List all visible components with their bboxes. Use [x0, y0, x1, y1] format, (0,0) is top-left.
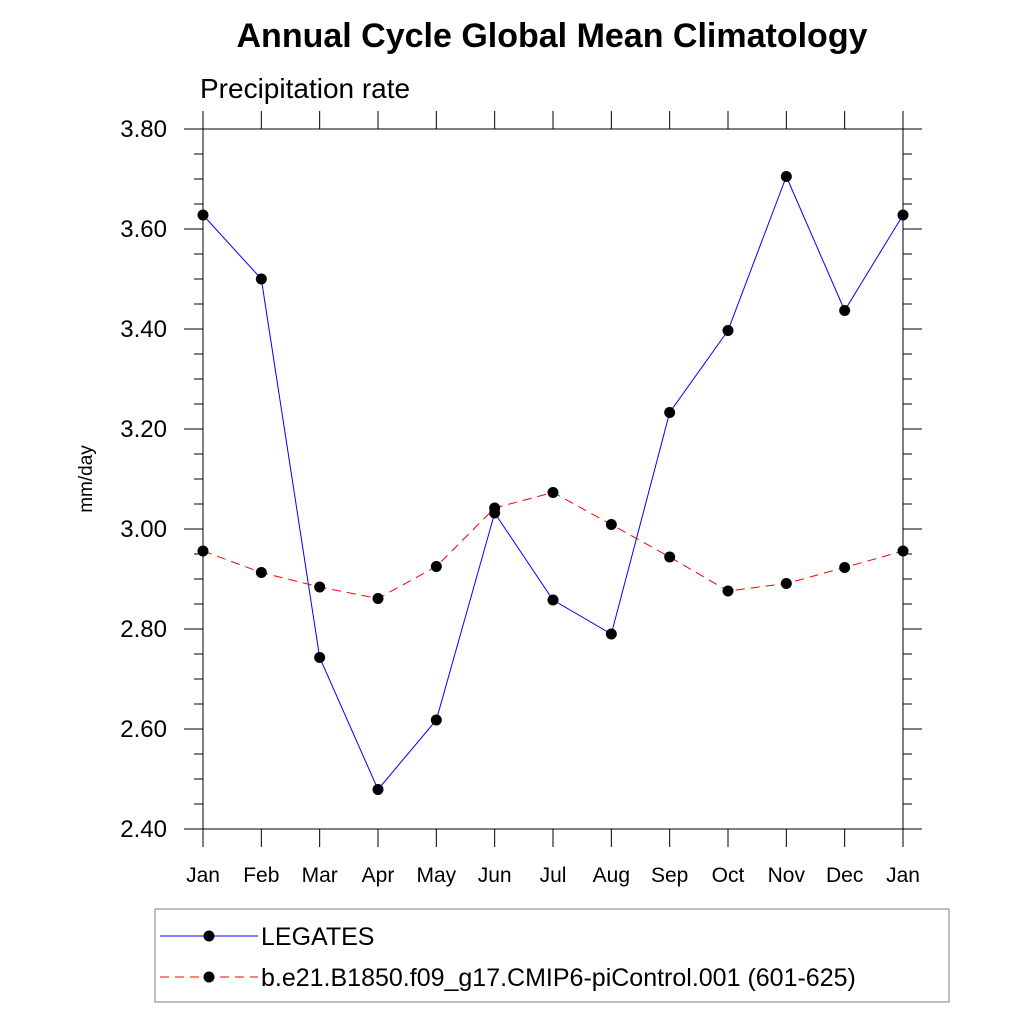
x-tick-label: Jun — [478, 864, 512, 887]
data-point — [255, 567, 267, 578]
data-point — [197, 209, 209, 221]
x-tick-label: May — [416, 864, 456, 887]
data-point — [605, 519, 617, 530]
y-tick-label: 3.80 — [120, 116, 167, 143]
data-point — [547, 594, 559, 606]
x-tick-label: Sep — [651, 864, 688, 887]
data-point — [897, 545, 909, 557]
data-point — [664, 551, 676, 563]
plot-frame — [202, 128, 904, 830]
plot-frame-border — [202, 128, 904, 830]
data-point — [314, 581, 326, 593]
data-point — [255, 273, 267, 285]
data-point — [197, 545, 209, 557]
data-point — [780, 578, 792, 589]
series-legates — [197, 171, 909, 795]
y-tick-label: 2.80 — [120, 616, 167, 643]
data-point — [722, 325, 734, 336]
legend-item: b.e21.B1850.f09_g17.CMIP6-piControl.001 … — [160, 964, 856, 992]
series-layer — [197, 171, 909, 795]
data-point — [897, 209, 909, 221]
x-tick-label: Dec — [826, 864, 863, 887]
x-tick-label: Apr — [362, 864, 395, 887]
series-line — [202, 175, 904, 791]
y-tick-label: 2.60 — [120, 716, 167, 743]
legend-box — [154, 908, 950, 1003]
legend-marker — [203, 930, 215, 942]
y-axis-label: mm/day — [76, 445, 97, 513]
data-point — [780, 171, 792, 182]
data-point — [430, 561, 442, 572]
x-tick-label: Jan — [886, 864, 920, 887]
data-point — [372, 784, 384, 795]
chart-title: Annual Cycle Global Mean Climatology — [237, 17, 868, 55]
data-point — [839, 305, 851, 316]
y-tick-label: 3.60 — [120, 216, 167, 243]
x-tick-label: Jul — [540, 864, 567, 887]
x-axis-ticks: Jan Feb Mar Apr May Jun Jul Aug Sep Oct Nov Dec Jan — [186, 111, 920, 887]
data-point — [489, 502, 501, 514]
chart-subtitle: Precipitation rate — [200, 73, 410, 104]
data-point — [722, 585, 734, 597]
data-point — [605, 628, 617, 640]
data-point — [372, 593, 384, 604]
data-point — [547, 487, 559, 498]
data-point — [314, 652, 326, 663]
x-tick-label: Aug — [593, 864, 630, 887]
legend-label: LEGATES — [261, 923, 374, 951]
x-tick-label: Jan — [186, 864, 220, 887]
legend-label: b.e21.B1850.f09_g17.CMIP6-piControl.001 … — [261, 964, 856, 992]
legend-marker — [203, 971, 215, 983]
data-point — [839, 562, 851, 573]
data-point — [664, 407, 676, 418]
series-model — [197, 487, 909, 604]
data-point — [430, 714, 442, 726]
y-tick-label: 3.20 — [120, 416, 167, 443]
x-tick-label: Mar — [302, 864, 338, 887]
y-axis-ticks: 2.40 2.60 2.80 3.00 3.20 3.40 3.60 3.80 — [120, 116, 922, 843]
y-tick-label: 3.40 — [120, 316, 167, 343]
legend-item: LEGATES — [160, 923, 374, 951]
x-tick-label: Nov — [768, 864, 806, 887]
x-tick-label: Oct — [712, 864, 745, 887]
y-tick-label: 3.00 — [120, 516, 167, 543]
legend: LEGATES b.e21.B1850.f09_g17.CMIP6-piContr… — [160, 923, 856, 992]
y-tick-label: 2.40 — [120, 816, 167, 843]
x-tick-label: Feb — [243, 864, 279, 887]
